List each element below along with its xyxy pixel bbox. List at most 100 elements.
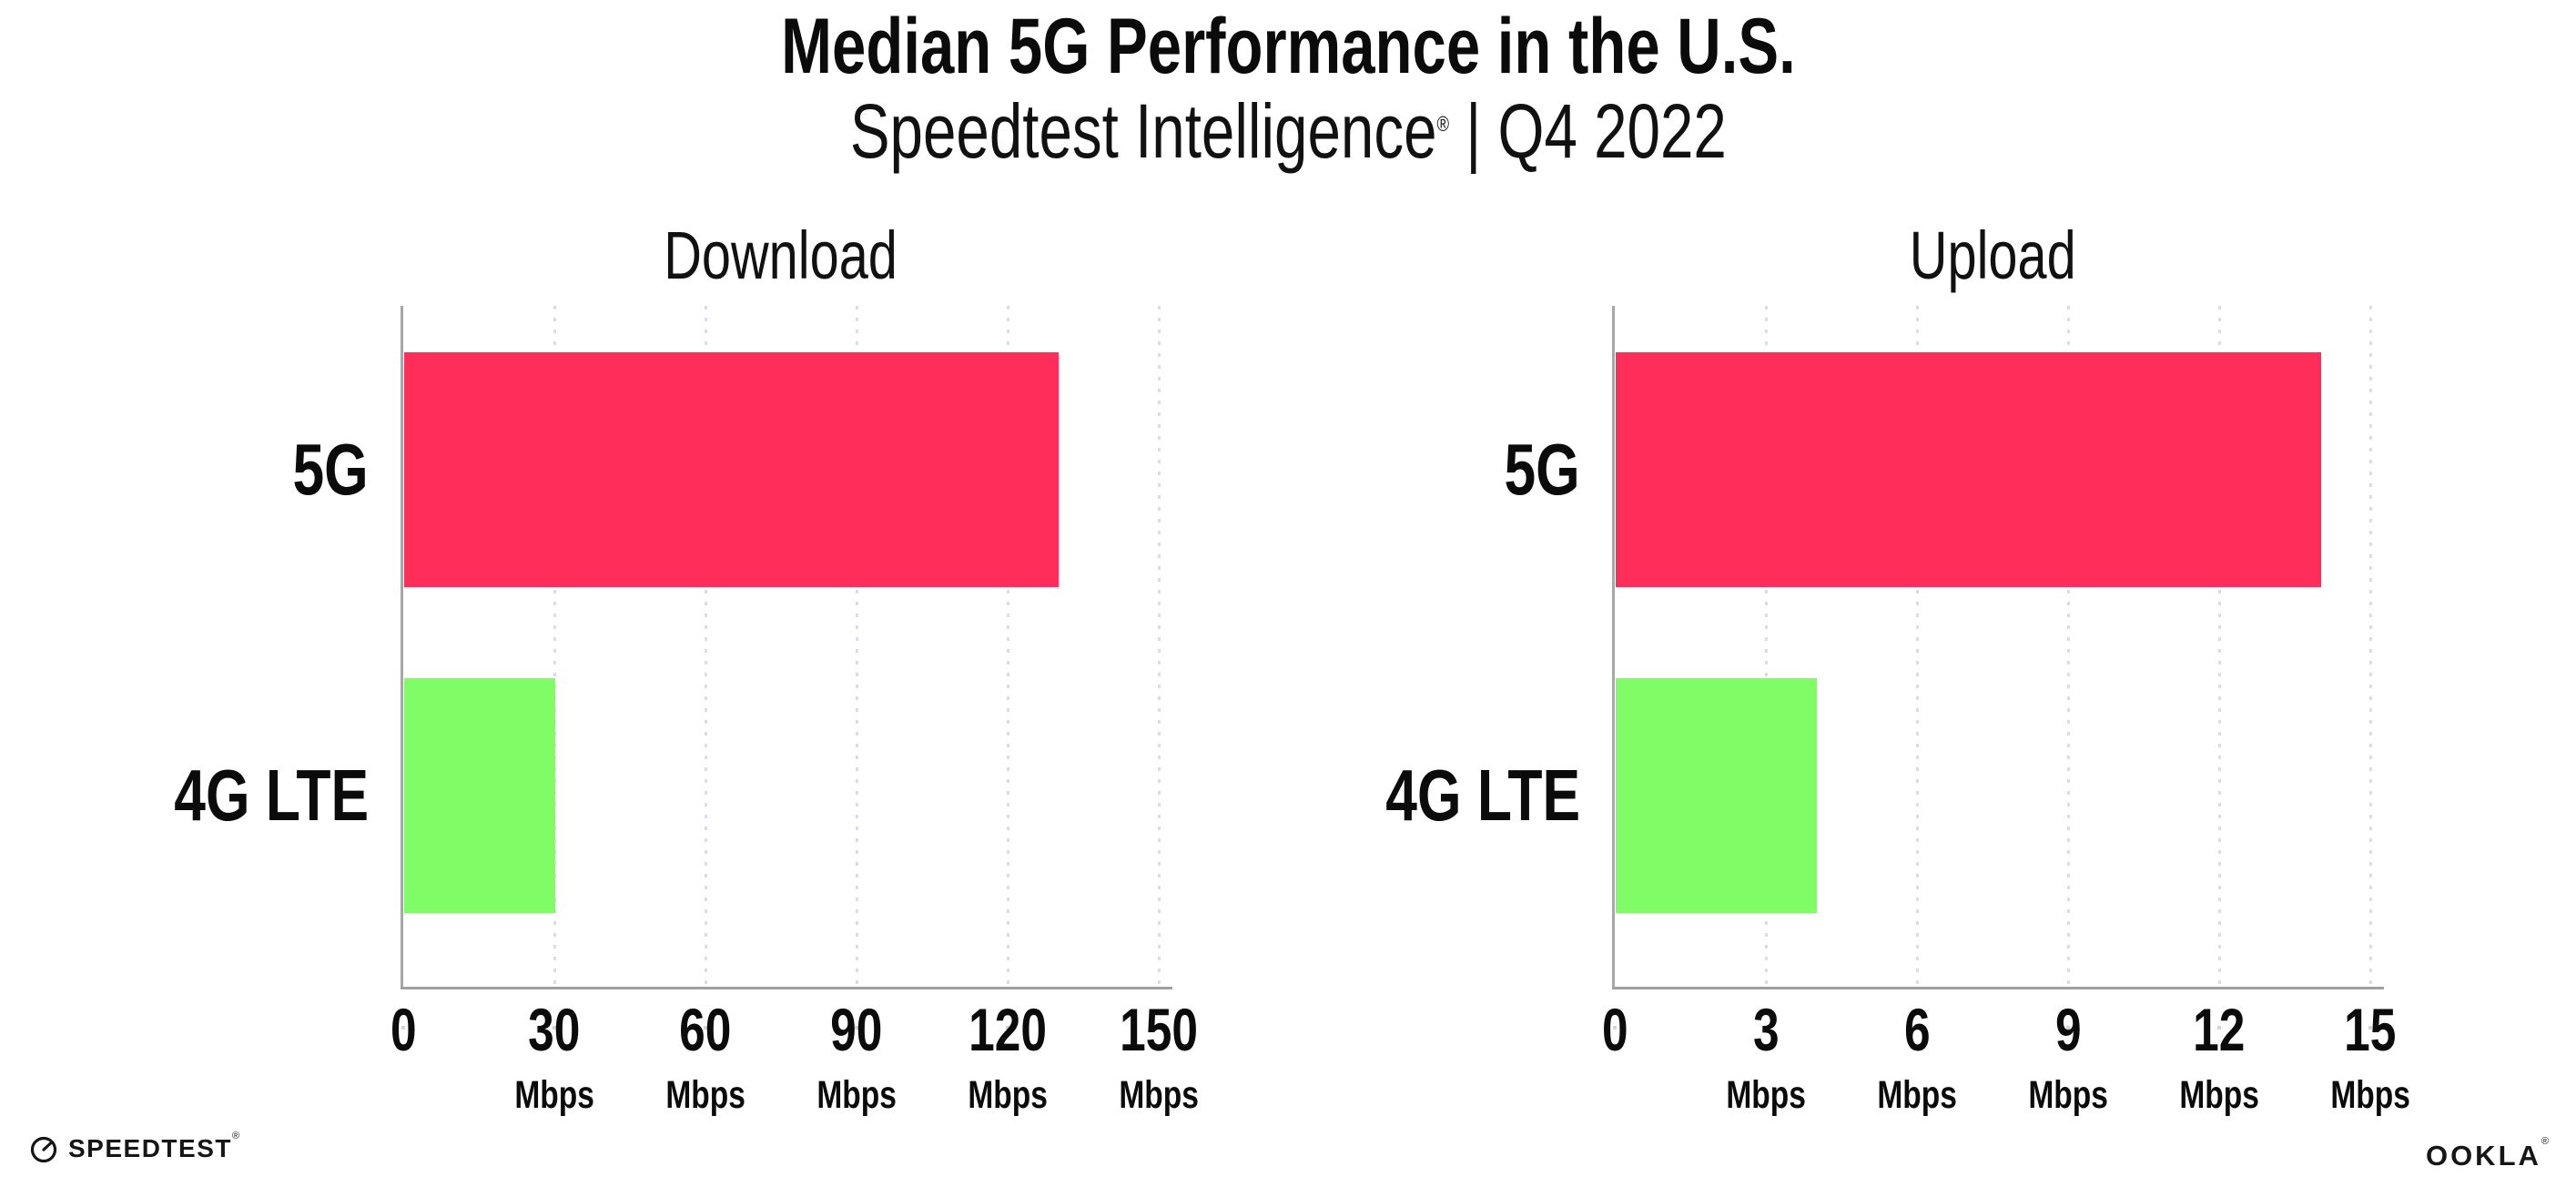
axis-tick-mark (1915, 1026, 1919, 1030)
x-tick-value: 6 (1808, 999, 2026, 1060)
x-tick-value-text: 150 (1120, 996, 1198, 1063)
x-tick-label: 60 Mbps (596, 999, 815, 1115)
axis-tick-mark (1764, 1026, 1768, 1030)
category-label-text: 4G LTE (1385, 755, 1580, 836)
x-tick-value-text: 0 (390, 996, 417, 1063)
x-axis-line (1612, 987, 2384, 989)
x-tick-label: 15 Mbps (2261, 999, 2480, 1115)
x-tick-unit-text: Mbps (2330, 1073, 2410, 1117)
x-tick-value-text: 30 (528, 996, 581, 1063)
speedtest-wordmark-text: SPEEDTEST (68, 1134, 232, 1162)
x-tick-value: 120 (898, 999, 1117, 1060)
bar-5g-download (404, 352, 1060, 587)
x-tick-value: 150 (1050, 999, 1268, 1060)
x-tick-unit: Mbps (445, 1076, 664, 1115)
x-tick-unit-text: Mbps (1119, 1073, 1199, 1117)
gridline (553, 306, 556, 987)
axis-tick-mark (855, 1026, 858, 1030)
ookla-registered-mark-icon: ® (2541, 1136, 2549, 1147)
speedtest-wordmark: SPEEDTEST® (68, 1131, 240, 1163)
x-tick-unit: Mbps (1050, 1076, 1268, 1115)
gridline (1158, 306, 1161, 987)
registered-mark-icon: ® (1436, 112, 1449, 136)
x-tick-value-text: 90 (830, 996, 883, 1063)
x-tick-unit: Mbps (747, 1076, 966, 1115)
x-tick-label: 90 Mbps (747, 999, 966, 1115)
x-tick-unit-text: Mbps (2028, 1073, 2108, 1117)
category-label-text: 5G (292, 429, 369, 510)
speedometer-gauge-icon (30, 1136, 57, 1163)
x-tick-label: 0 (294, 999, 512, 1060)
x-tick-unit-text: Mbps (514, 1073, 594, 1117)
category-label-5g: 5G (77, 420, 369, 520)
bar-5g-upload (1616, 352, 2321, 587)
page-title-text: Median 5G Performance in the U.S. (780, 3, 1796, 90)
subtitle-brand: Speedtest Intelligence (849, 88, 1437, 174)
x-tick-value: 90 (747, 999, 966, 1060)
x-tick-value: 30 (445, 999, 664, 1060)
speedtest-logo: SPEEDTEST® (29, 1131, 240, 1163)
gridline (2218, 306, 2221, 987)
chart-title-upload: Upload (1615, 222, 2370, 289)
category-label-text: 4G LTE (174, 755, 369, 836)
category-label-4g-lte: 4G LTE (77, 746, 369, 846)
x-tick-label: 6 Mbps (1808, 999, 2026, 1115)
x-tick-unit: Mbps (898, 1076, 1117, 1115)
x-tick-value: 15 (2261, 999, 2480, 1060)
x-tick-label: 3 Mbps (1657, 999, 1875, 1115)
subtitle-period: | Q4 2022 (1448, 88, 1727, 174)
x-tick-label: 120 Mbps (898, 999, 1117, 1115)
axis-tick-mark (2368, 1026, 2372, 1030)
x-tick-value-text: 3 (1752, 996, 1780, 1063)
bar-4g-lte-download (404, 678, 555, 913)
x-tick-label: 30 Mbps (445, 999, 664, 1115)
bar-4g-lte-upload (1616, 678, 1818, 913)
axis-tick-mark (704, 1026, 707, 1030)
x-tick-value-text: 6 (1903, 996, 1931, 1063)
y-axis-line (401, 306, 403, 989)
x-tick-label: 150 Mbps (1050, 999, 1268, 1115)
gridline (1765, 306, 1768, 987)
x-tick-label: 0 (1506, 999, 1724, 1060)
x-tick-unit: Mbps (1808, 1076, 2026, 1115)
speedtest-registered-mark-icon: ® (231, 1131, 240, 1141)
x-tick-value: 0 (294, 999, 512, 1060)
x-tick-unit-text: Mbps (1877, 1073, 1957, 1117)
x-tick-value-text: 0 (1601, 996, 1628, 1063)
category-label-text: 5G (1504, 429, 1580, 510)
category-label-4g-lte: 4G LTE (1289, 746, 1580, 846)
x-tick-unit-text: Mbps (968, 1073, 1048, 1117)
x-tick-value: 3 (1657, 999, 1875, 1060)
chart-title-text: Download (664, 218, 898, 293)
x-tick-value: 9 (1959, 999, 2177, 1060)
gridline (2067, 306, 2070, 987)
category-label-5g: 5G (1289, 420, 1580, 520)
x-tick-unit: Mbps (2110, 1076, 2328, 1115)
axis-tick-mark (553, 1026, 556, 1030)
x-tick-unit: Mbps (1657, 1076, 1875, 1115)
x-tick-value: 60 (596, 999, 815, 1060)
x-tick-unit-text: Mbps (2179, 1073, 2259, 1117)
x-tick-value-text: 9 (2054, 996, 2082, 1063)
gridline (1916, 306, 1919, 987)
x-tick-unit-text: Mbps (1726, 1073, 1806, 1117)
y-axis-line (1612, 306, 1615, 989)
x-axis-line (401, 987, 1172, 989)
chart-title-text: Upload (1909, 218, 2076, 293)
gridline (856, 306, 858, 987)
x-tick-unit: Mbps (1959, 1076, 2177, 1115)
x-tick-value-text: 60 (679, 996, 732, 1063)
ookla-logo: OOKLA® (2425, 1136, 2549, 1172)
x-tick-value-text: 15 (2344, 996, 2397, 1063)
ookla-wordmark-text: OOKLA (2425, 1140, 2541, 1172)
x-tick-value-text: 12 (2193, 996, 2246, 1063)
x-tick-value: 12 (2110, 999, 2328, 1060)
chart-title-download: Download (403, 222, 1159, 289)
axis-tick-mark (1157, 1026, 1161, 1030)
gridline (2369, 306, 2372, 987)
x-tick-unit-text: Mbps (816, 1073, 897, 1117)
x-tick-unit: Mbps (2261, 1076, 2480, 1115)
x-tick-value: 0 (1506, 999, 1724, 1060)
page-subtitle: Speedtest Intelligence® | Q4 2022 (0, 93, 2576, 169)
